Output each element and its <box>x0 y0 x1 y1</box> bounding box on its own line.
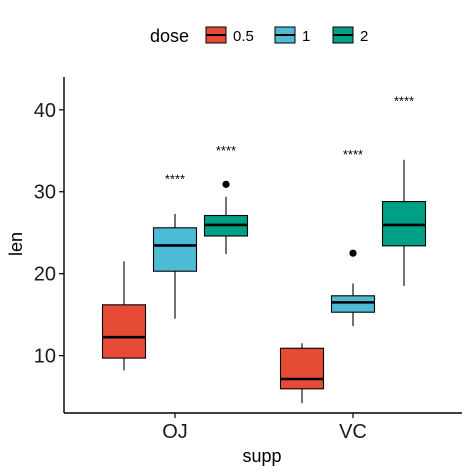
box-iqr <box>330 295 376 313</box>
legend-item-dose-1: 1 <box>274 26 310 45</box>
box-iqr <box>101 304 147 359</box>
significance-label: **** <box>343 147 363 162</box>
significance-label: **** <box>165 172 185 187</box>
outlier-point <box>222 180 230 188</box>
x-tick-label: OJ <box>162 421 188 443</box>
y-tick-label: 10 <box>34 346 56 368</box>
box-VC-dose-2 <box>381 159 427 286</box>
legend-item-dose-2: 2 <box>332 26 368 45</box>
legend-title: dose <box>150 26 189 46</box>
outlier-point <box>349 249 357 257</box>
y-tick-label: 30 <box>34 182 56 204</box>
legend-label: 1 <box>302 28 310 45</box>
box-OJ-dose-2 <box>203 180 249 255</box>
x-axis-title: supp <box>242 446 281 466</box>
legend-label: 2 <box>360 28 368 45</box>
box-OJ-dose-1 <box>152 213 198 319</box>
axes: 10 20 30 40 OJ VC <box>34 77 462 443</box>
legend-label: 0.5 <box>233 28 254 45</box>
box-VC-dose-0.5 <box>279 343 325 404</box>
legend-item-dose-0.5: 0.5 <box>205 26 254 45</box>
significance-label: **** <box>394 94 414 109</box>
box-iqr <box>152 227 198 272</box>
y-axis-title: len <box>6 232 26 256</box>
box-iqr <box>279 347 325 390</box>
box-OJ-dose-0.5 <box>101 261 147 371</box>
y-tick-label: 20 <box>34 264 56 286</box>
x-tick-label: VC <box>339 421 367 443</box>
y-tick-label: 40 <box>34 100 56 122</box>
significance-label: **** <box>216 143 236 158</box>
box-VC-dose-1 <box>330 249 376 327</box>
legend: dose 0.5 1 2 <box>150 26 368 46</box>
